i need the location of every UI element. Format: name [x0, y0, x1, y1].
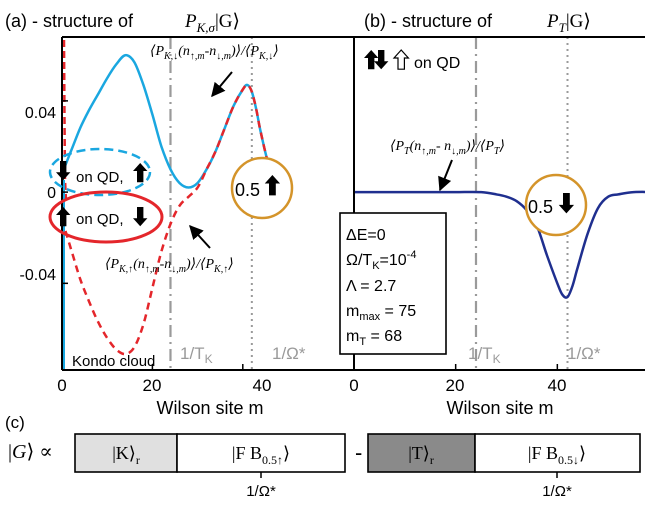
down-arrow-icon — [558, 193, 575, 214]
box-fb-up — [176, 433, 346, 473]
kondo-cloud-label: Kondo cloud — [72, 353, 155, 370]
tick-label-fb-up: 1/Ω* — [246, 483, 276, 500]
arrow-kondo-up — [189, 224, 211, 249]
info-box — [339, 212, 447, 355]
circle-b-value: 0.5 — [528, 197, 553, 217]
a-ytick-1: 0 — [47, 185, 56, 202]
a-ytick-2: -0.04 — [20, 267, 57, 284]
b-xtick-2: 40 — [548, 376, 567, 395]
b-xlabel: Wilson site m — [446, 398, 553, 418]
red-initial-spike — [62, 39, 68, 201]
panel-c-label: (c) — [5, 413, 25, 432]
box-triplet — [367, 433, 476, 473]
info-omega-tk: Ω/TK=10-4 — [346, 249, 416, 272]
a-xlabel: Wilson site m — [156, 398, 263, 418]
legend-triplet: ⟨PT(n↑,m- n↓,m)⟩/⟨PT⟩ — [390, 139, 505, 157]
b-label-1-over-tk: 1/TK — [468, 344, 501, 366]
a-xtick-2: 40 — [253, 376, 272, 395]
on-qd-label-b: on QD — [414, 55, 460, 72]
up-arrow-icon — [133, 163, 148, 183]
info-m-max: mmax = 75 — [346, 303, 416, 323]
cyan-dashed-ellipse — [48, 147, 152, 197]
panel-a: (a) - structure of PK,σ|G⟩ 0.04 0 -0.04 … — [5, 11, 354, 418]
minus-sign: - — [355, 440, 362, 465]
cyan-ellipse-text: on QD, — [76, 169, 124, 186]
a-ticks — [61, 100, 244, 370]
info-lambda: Λ = 2.7 — [346, 278, 396, 295]
a-label-1-over-omega: 1/Ω* — [272, 344, 306, 363]
legend-kondo-up: ⟨PK,↑(n↑,m-n↓,m)⟩/⟨PK,↑⟩ — [105, 257, 234, 275]
circle-a-value: 0.5 — [235, 180, 260, 200]
down-arrow-icon — [133, 207, 148, 227]
panel-a-symbol: PK,σ|G⟩ — [184, 11, 240, 35]
a-xtick-0: 0 — [57, 376, 66, 395]
b-xtick-0: 0 — [349, 376, 358, 395]
panel-b-symbol: PT|G⟩ — [546, 11, 591, 35]
orange-circle-b — [524, 173, 588, 237]
box-fb-down — [474, 433, 641, 473]
orange-circle-a — [230, 156, 294, 220]
hollow-up-arrow-icon — [392, 49, 410, 70]
b-xtick-1: 20 — [446, 376, 465, 395]
up-arrow-icon — [264, 175, 281, 196]
arrow-kondo-down — [211, 71, 233, 98]
up-arrow-icon — [364, 50, 379, 70]
info-delta-e: ΔE=0 — [346, 227, 386, 244]
a-xtick-1: 20 — [143, 376, 162, 395]
b-ticks — [353, 364, 559, 370]
up-arrow-icon — [56, 207, 71, 227]
panel-c-lhs: |G⟩ ∝ — [8, 441, 53, 463]
panel-c: (c) |G⟩ ∝ |K⟩r |F B0.5↑⟩ 1/Ω* - |T⟩r |F … — [5, 413, 641, 500]
down-arrow-icon — [374, 50, 389, 70]
series-kondo-up — [62, 83, 289, 356]
red-ellipse — [48, 190, 164, 244]
b-label-1-over-omega: 1/Ω* — [567, 344, 601, 363]
tick-label-fb-down: 1/Ω* — [542, 483, 572, 500]
a-ytick-0: 0.04 — [25, 105, 56, 122]
panel-b-label: (b) - structure of — [364, 11, 493, 31]
legend-kondo-down: ⟨PK,↓(n↑,m-n↓,m)⟩/⟨PK,↓⟩ — [150, 44, 279, 62]
panel-a-label: (a) - structure of — [5, 11, 134, 31]
arrow-triplet — [438, 159, 453, 192]
series-triplet — [354, 190, 645, 299]
red-ellipse-text: on QD, — [76, 211, 124, 228]
a-label-1-over-tk: 1/TK — [180, 344, 213, 366]
down-arrow-icon — [56, 161, 71, 181]
panel-b: (b) - structure of PT|G⟩ 0 20 40 Wilson … — [339, 11, 645, 418]
